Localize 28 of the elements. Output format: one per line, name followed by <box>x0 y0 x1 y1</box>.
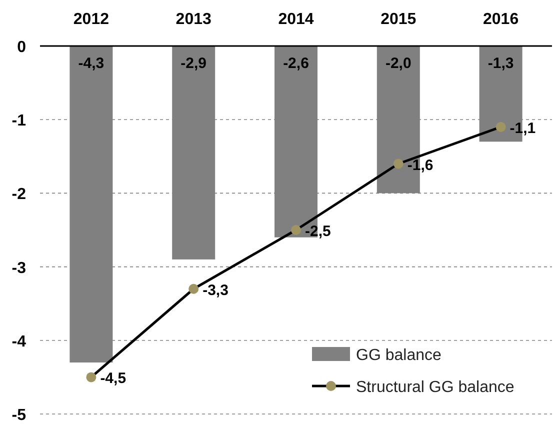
y-tick-label: -4 <box>12 333 26 350</box>
y-tick-label: 0 <box>17 39 26 56</box>
x-tick-label: 2012 <box>73 11 110 28</box>
y-tick-label: -2 <box>12 186 26 204</box>
data-label: -1,1 <box>510 120 536 137</box>
point <box>496 122 506 132</box>
data-label: -1,3 <box>488 55 514 72</box>
x-tick-label: 2015 <box>380 11 416 28</box>
x-tick-label: 2013 <box>176 11 212 28</box>
data-label: -2,0 <box>385 55 412 72</box>
data-label: -4,3 <box>78 55 104 72</box>
legend-label: GG balance <box>356 347 442 364</box>
y-tick-label: -1 <box>12 112 26 130</box>
point <box>291 225 301 235</box>
legend-label: Structural GG balance <box>356 379 514 396</box>
data-label: -2,5 <box>305 223 331 240</box>
data-label: -1,6 <box>407 156 434 174</box>
y-tick-label: -3 <box>12 260 26 277</box>
y-tick-label: -5 <box>12 407 26 424</box>
point <box>393 158 404 169</box>
point <box>188 284 199 294</box>
x-tick-label: 2014 <box>278 11 314 28</box>
data-label: -3,3 <box>202 282 228 299</box>
point <box>86 372 96 382</box>
data-label: -4,5 <box>100 370 126 388</box>
x-tick-label: 2016 <box>483 11 519 28</box>
data-label: -2,9 <box>180 55 207 72</box>
data-label: -2,6 <box>283 55 309 72</box>
